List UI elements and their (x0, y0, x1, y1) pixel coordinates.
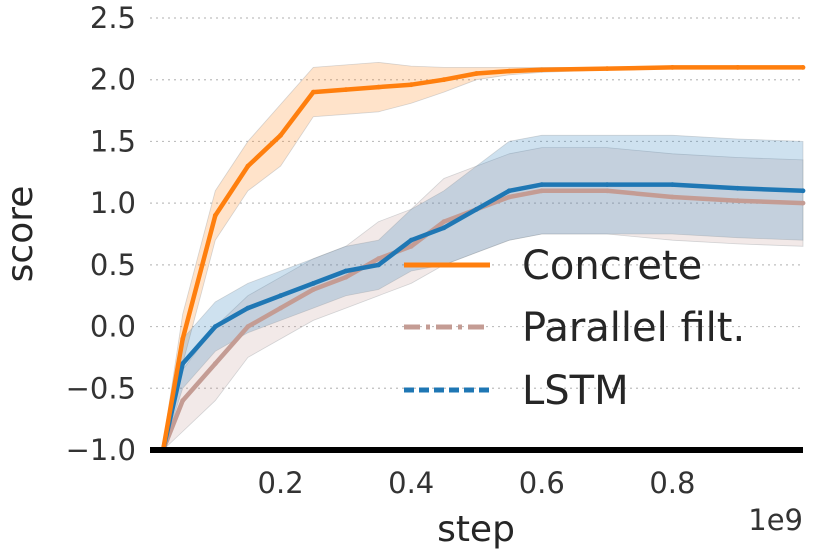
y-tick-label: 2.0 (90, 63, 136, 97)
y-tick-label: 0.5 (90, 248, 136, 282)
series-point-1 (735, 198, 741, 204)
series-point-2 (441, 225, 447, 231)
y-tick-label: 1.0 (90, 186, 136, 220)
series-point-1 (539, 188, 545, 194)
series-point-1 (278, 305, 283, 311)
x-tick-label: 0.2 (258, 466, 304, 500)
series-point-1 (441, 219, 447, 225)
series-point-1 (800, 200, 806, 206)
y-tick-label: −0.5 (66, 371, 136, 405)
series-point-1 (506, 194, 512, 200)
series-point-2 (376, 262, 381, 268)
series-line-0 (160, 65, 803, 451)
series-point-2 (343, 268, 349, 274)
legend-label: Concrete (522, 243, 702, 289)
series-point-1 (604, 188, 610, 194)
y-tick-labels: −1.0 −0.5 0.0 0.5 1.0 1.5 2.0 2.5 (66, 1, 136, 467)
series-point-2 (670, 182, 675, 188)
series-point-0 (376, 84, 381, 90)
series-point-1 (670, 194, 675, 200)
grid (150, 17, 803, 389)
series-point-1 (212, 361, 218, 366)
series-point-0 (245, 163, 251, 169)
y-tick-label: 2.5 (90, 1, 136, 35)
series-lines (160, 65, 806, 453)
legend: Concrete Parallel filt. LSTM (404, 243, 745, 414)
series-point-2 (539, 182, 545, 188)
series-point-2 (212, 324, 218, 329)
x-tick-label: 0.6 (519, 466, 565, 500)
x-axis-title: step (437, 509, 515, 550)
series-point-0 (310, 89, 316, 95)
y-axis-title: score (0, 186, 41, 283)
series-point-1 (376, 256, 381, 262)
series-point-0 (441, 77, 447, 83)
series-point-2 (245, 305, 251, 311)
y-tick-label: −1.0 (66, 433, 136, 467)
series-point-2 (474, 206, 479, 212)
series-point-2 (310, 281, 316, 286)
y-tick-label: 0.0 (90, 310, 136, 344)
series-band-2 (162, 134, 804, 451)
series-point-0 (212, 213, 218, 218)
series-point-2 (180, 361, 186, 366)
x-axis-offset-label: 1e9 (748, 503, 803, 537)
x-tick-label: 0.8 (649, 466, 695, 500)
x-tick-labels: 0.2 0.4 0.6 0.8 (258, 466, 696, 500)
confidence-bands (162, 61, 804, 451)
series-point-0 (670, 65, 675, 70)
series-point-1 (343, 274, 349, 280)
series-point-0 (343, 87, 349, 92)
series-point-0 (506, 68, 512, 74)
series-point-0 (180, 336, 186, 342)
series-band-1 (162, 147, 804, 451)
x-tick-label: 0.4 (388, 466, 434, 500)
series-point-2 (735, 185, 741, 191)
series-point-1 (245, 324, 251, 329)
series-point-2 (408, 237, 414, 243)
series-point-2 (278, 293, 283, 299)
series-point-2 (604, 182, 610, 188)
series-point-0 (474, 71, 479, 76)
legend-label: Parallel filt. (522, 305, 745, 351)
series-point-0 (604, 66, 610, 71)
series-point-0 (800, 65, 806, 70)
series-point-1 (180, 398, 186, 403)
series-point-1 (310, 287, 316, 292)
series-point-1 (408, 243, 414, 249)
series-point-0 (735, 65, 741, 70)
series-point-0 (539, 67, 545, 73)
series-point-0 (408, 82, 414, 88)
series-point-2 (506, 188, 512, 194)
legend-label: LSTM (522, 368, 629, 414)
series-point-0 (278, 132, 283, 138)
y-tick-label: 1.5 (90, 124, 136, 158)
series-point-2 (800, 188, 806, 194)
